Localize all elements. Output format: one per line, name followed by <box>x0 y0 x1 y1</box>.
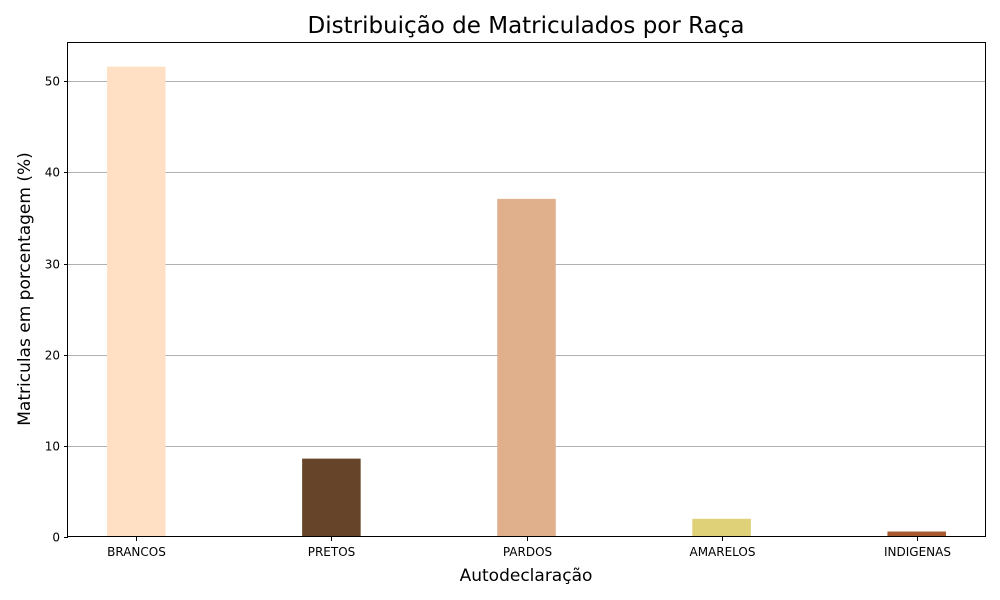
x-tick-label: PARDOS <box>503 545 552 559</box>
x-tick-label: INDIGENAS <box>884 545 951 559</box>
bar-pretos <box>302 458 361 537</box>
bar-pardos <box>497 198 556 538</box>
y-tick-label: 20 <box>45 349 60 363</box>
y-tick-label: 0 <box>52 531 60 545</box>
x-axis-title: Autodeclaração <box>460 566 593 586</box>
y-tick-label: 50 <box>45 75 60 89</box>
y-axis-title: Matriculas em porcentagem (%) <box>15 152 35 426</box>
x-tick-label: AMARELOS <box>689 545 755 559</box>
y-tick-label: 10 <box>45 440 60 454</box>
axis-layer: 0 10 20 30 40 50 BRANCOS PRETOS PARDOS AMARELOS IN… <box>45 75 951 560</box>
y-tick-label: 30 <box>45 258 60 272</box>
x-tick-label: PRETOS <box>308 545 356 559</box>
bar-brancos <box>107 66 166 537</box>
plot-frame <box>67 42 986 537</box>
bars-layer <box>107 66 946 538</box>
bar-amarelos <box>692 518 751 537</box>
bar-indigenas <box>887 531 946 537</box>
y-tick-label: 40 <box>45 166 60 180</box>
x-tick-label: BRANCOS <box>107 545 166 559</box>
chart-title: Distribuição de Matriculados por Raça <box>308 13 745 39</box>
